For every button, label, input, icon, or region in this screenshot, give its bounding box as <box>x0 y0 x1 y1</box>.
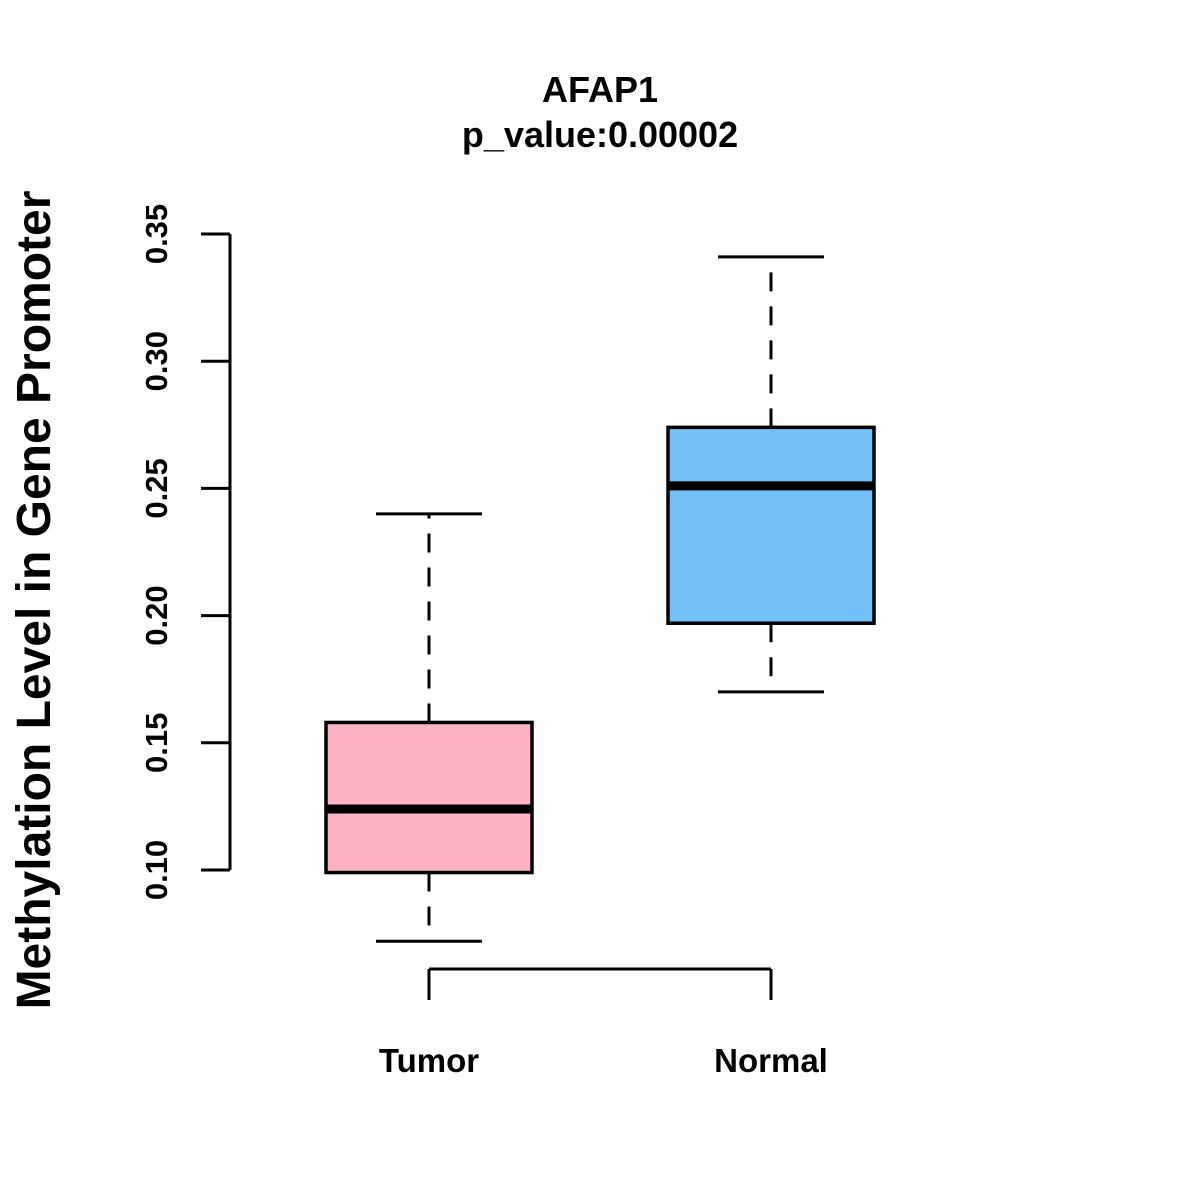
y-axis-tick-label: 0.10 <box>139 840 174 900</box>
boxplot-boxes <box>324 255 876 943</box>
y-axis-tick-label: 0.15 <box>139 713 174 773</box>
x-category-labels: Tumor Normal <box>379 1042 828 1079</box>
normal-box-group <box>666 255 876 694</box>
x-category-label-normal: Normal <box>714 1042 828 1079</box>
normal-iqr-box <box>666 425 876 625</box>
x-axis-bracket <box>427 967 773 1000</box>
y-axis: 0.10 0.15 0.20 0.25 0.30 0.35 <box>139 204 232 900</box>
y-axis-label: Methylation Level in Gene Promoter <box>8 191 61 1010</box>
tumor-iqr-box <box>324 720 534 875</box>
y-axis-tick-label: 0.35 <box>139 204 174 264</box>
tumor-box-group <box>324 512 534 943</box>
y-axis-tick-label: 0.25 <box>139 458 174 518</box>
chart-title: AFAP1 <box>542 69 658 110</box>
y-axis-tick-label: 0.20 <box>139 585 174 645</box>
x-category-label-tumor: Tumor <box>379 1042 479 1079</box>
y-axis-tick-label: 0.30 <box>139 331 174 391</box>
chart-subtitle: p_value:0.00002 <box>462 114 738 155</box>
